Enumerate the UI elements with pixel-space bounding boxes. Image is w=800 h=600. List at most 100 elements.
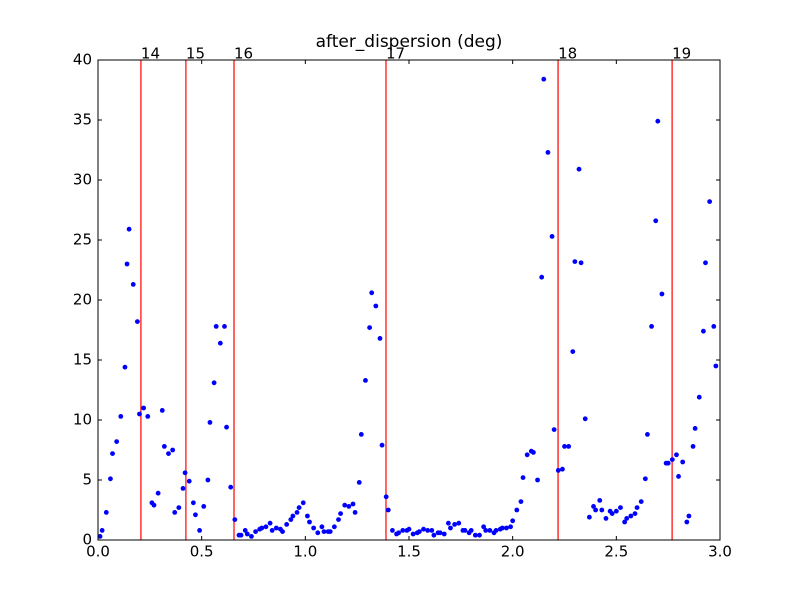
point [369,290,375,296]
point [504,525,509,531]
point [373,303,379,309]
point [176,505,182,510]
point [327,529,333,534]
point [713,363,719,369]
point [603,516,609,521]
point [618,505,623,510]
point [649,324,654,329]
point [549,234,555,239]
point [696,394,702,400]
point [572,259,578,264]
point [390,528,395,533]
point [510,518,516,524]
y-tick-label: 20 [73,291,92,309]
point [690,444,696,449]
point [259,525,265,531]
point [273,525,279,531]
point [321,529,327,534]
point [242,528,248,533]
point [201,504,207,509]
point [628,513,634,519]
point [645,432,650,437]
point [593,507,598,513]
point [655,118,661,124]
point [114,439,120,444]
point [352,510,358,515]
point [205,477,211,483]
point [224,424,229,430]
y-tick-label: 40 [73,51,92,69]
point [180,486,186,491]
point [122,364,128,370]
vline-label: 15 [186,45,205,63]
point [597,498,603,503]
point [669,457,675,462]
point [441,531,447,537]
point [653,218,659,224]
point [613,508,619,514]
x-tick-label: 0.5 [190,543,214,561]
point [288,517,294,522]
point [141,405,147,411]
point [161,444,167,449]
point [296,505,302,510]
point [190,500,196,506]
point [356,480,362,485]
point [315,530,321,536]
point [379,442,385,448]
point [539,274,545,280]
chart-title: after_dispersion (deg) [316,32,503,52]
point [159,408,165,413]
point [207,420,213,425]
point [429,528,435,533]
point [338,511,343,516]
point [524,452,530,458]
point [170,447,176,453]
vline-label: 19 [672,45,691,63]
point [110,451,115,456]
point [186,478,192,484]
point [253,529,258,534]
point [711,324,717,329]
point [676,474,681,479]
point [383,494,389,500]
point [634,505,640,510]
point [541,76,547,82]
point [472,532,478,538]
point [172,510,178,515]
point [622,519,628,525]
point [228,484,234,490]
point [520,475,526,480]
point [238,532,244,538]
point [342,502,348,508]
point [508,524,513,530]
x-tick-label: 2.5 [604,543,628,561]
point [456,520,462,526]
point [346,504,352,509]
point [385,507,391,513]
point [137,411,142,417]
plot-frame [97,59,721,541]
point [638,499,644,504]
y-tick-label: 0 [82,531,92,549]
point [363,378,368,383]
point [232,517,238,522]
point [103,510,109,515]
x-tick-label: 3.0 [708,543,732,561]
point [211,380,217,386]
y-tick-label: 25 [73,231,92,249]
point [599,507,605,513]
point [680,459,686,465]
point [448,525,453,531]
point [551,427,557,432]
point [609,511,615,516]
point [531,450,536,455]
point [578,260,584,266]
point [481,524,487,530]
point [284,522,290,527]
point [518,499,524,504]
point [477,532,482,538]
point [576,166,582,172]
point [560,466,565,472]
